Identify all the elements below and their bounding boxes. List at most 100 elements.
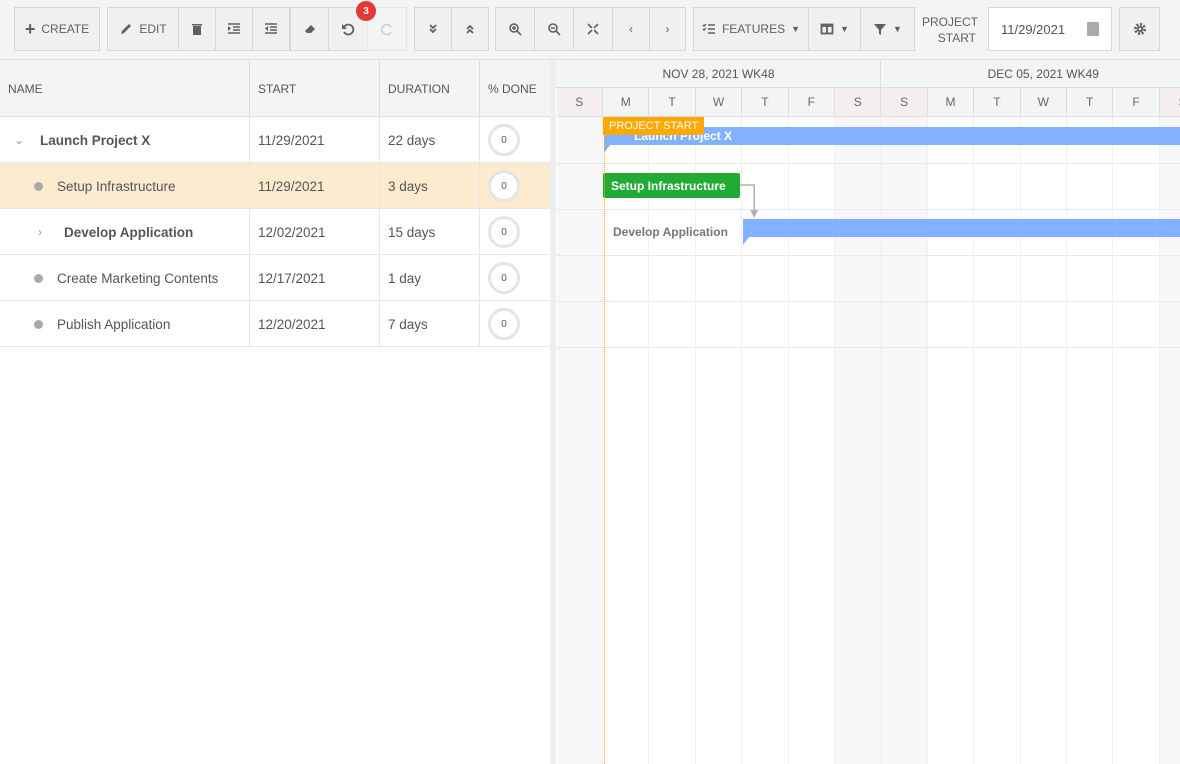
- day-header-cell: S: [556, 88, 603, 117]
- pencil-icon: [121, 24, 132, 34]
- row-divider: [556, 255, 1180, 256]
- filter-button[interactable]: ▼: [860, 7, 915, 51]
- percent-done-ring: 0: [488, 124, 520, 156]
- chevron-right-icon[interactable]: ›: [38, 225, 42, 239]
- percent-done-cell[interactable]: 0: [480, 209, 550, 255]
- delete-button[interactable]: [178, 7, 216, 51]
- task-row[interactable]: Create Marketing Contents 12/17/2021 1 day…: [0, 255, 550, 301]
- column-header-name[interactable]: NAME: [0, 60, 250, 117]
- project-start-date-input[interactable]: 11/29/2021: [988, 7, 1112, 51]
- toolbar: + CREATE EDIT 3 ‹ › FEATURES ▼ ▼ ▼ PROJECT…: [0, 0, 1180, 60]
- zoom-in-button[interactable]: [495, 7, 535, 51]
- zoom-in-icon: [509, 23, 522, 36]
- row-divider: [556, 347, 1180, 348]
- task-name: Setup Infrastructure: [57, 178, 176, 194]
- day-header-cell: W: [1020, 88, 1067, 117]
- name-cell[interactable]: Setup Infrastructure: [0, 163, 250, 209]
- duration-cell[interactable]: 7 days: [380, 301, 480, 347]
- tasks-list-icon: [702, 23, 715, 34]
- edit-button[interactable]: EDIT: [107, 7, 179, 51]
- day-column: [1021, 117, 1067, 764]
- name-cell[interactable]: Create Marketing Contents: [0, 255, 250, 301]
- column-header-percent-done[interactable]: % DONE: [488, 81, 537, 96]
- calendar-icon[interactable]: [1087, 22, 1099, 36]
- next-button[interactable]: ›: [649, 7, 686, 51]
- clear-button[interactable]: [290, 7, 329, 51]
- week-header-cell: DEC 05, 2021 WK49: [881, 60, 1180, 88]
- name-cell[interactable]: Publish Application: [0, 301, 250, 347]
- start-cell[interactable]: 12/20/2021: [250, 301, 380, 347]
- percent-done-cell[interactable]: 0: [480, 255, 550, 301]
- start-cell[interactable]: 11/29/2021: [250, 163, 380, 209]
- percent-done-cell[interactable]: 0: [480, 301, 550, 347]
- start-cell[interactable]: 11/29/2021: [250, 117, 380, 163]
- week-header-cell: NOV 28, 2021 WK48: [557, 60, 882, 88]
- task-bar-label: Develop Application: [613, 225, 728, 239]
- task-row[interactable]: Setup Infrastructure 11/29/2021 3 days 0: [0, 163, 550, 209]
- start-cell[interactable]: 12/02/2021: [250, 209, 380, 255]
- columns-icon: [820, 23, 834, 35]
- create-button[interactable]: + CREATE: [14, 7, 100, 51]
- day-column: [835, 117, 882, 764]
- undo-icon: [342, 23, 355, 36]
- collapse-all-button[interactable]: [451, 7, 489, 51]
- day-header-cell: M: [603, 88, 650, 117]
- zoom-out-icon: [548, 23, 561, 36]
- parent-task-bar[interactable]: [743, 219, 1180, 245]
- day-header-cell: F: [788, 88, 835, 117]
- duration-cell[interactable]: 3 days: [380, 163, 480, 209]
- column-header-duration[interactable]: DURATION: [380, 60, 480, 117]
- name-cell[interactable]: › Develop Application: [0, 209, 250, 255]
- row-divider: [556, 301, 1180, 302]
- leaf-task-icon: [34, 181, 43, 191]
- eraser-icon: [304, 25, 315, 33]
- indent-button[interactable]: [215, 7, 253, 51]
- caret-down-icon: ▼: [791, 24, 801, 34]
- day-column: [556, 117, 603, 764]
- project-start-label: PROJECT START: [922, 15, 979, 45]
- task-name: Launch Project X: [40, 132, 151, 148]
- day-header-cell: S: [881, 88, 928, 117]
- task-row[interactable]: Publish Application 12/20/2021 7 days 0: [0, 301, 550, 347]
- outdent-button[interactable]: [252, 7, 290, 51]
- chevron-down-icon[interactable]: ⌄: [14, 133, 25, 147]
- features-button[interactable]: FEATURES ▼: [693, 7, 809, 51]
- day-header-cell: T: [974, 88, 1021, 117]
- gear-icon: [1133, 23, 1146, 35]
- name-cell[interactable]: ⌄ Launch Project X: [0, 117, 250, 163]
- percent-done-ring: 0: [488, 216, 520, 248]
- columns-button[interactable]: ▼: [808, 7, 861, 51]
- task-row[interactable]: › Develop Application 12/02/2021 15 days 0: [0, 209, 550, 255]
- percent-done-cell[interactable]: 0: [480, 163, 550, 209]
- undo-count-badge: 3: [356, 1, 376, 21]
- expand-all-button[interactable]: [414, 7, 452, 51]
- task-bar[interactable]: Setup Infrastructure: [603, 173, 741, 198]
- duration-cell[interactable]: 15 days: [380, 209, 480, 255]
- previous-button[interactable]: ‹: [612, 7, 650, 51]
- filter-icon: [874, 24, 887, 35]
- parent-task-bar[interactable]: Launch Project X: [604, 127, 1180, 153]
- grid-splitter[interactable]: [550, 60, 556, 764]
- indent-icon: [228, 23, 240, 34]
- start-cell[interactable]: 12/17/2021: [250, 255, 380, 301]
- chevron-right-icon: ›: [665, 22, 670, 36]
- day-column: [649, 117, 696, 764]
- zoom-out-button[interactable]: [534, 7, 574, 51]
- grid-header: NAME START DURATION % DONE: [0, 60, 550, 117]
- project-start-marker: PROJECT START: [603, 117, 705, 135]
- day-column: [974, 117, 1021, 764]
- day-column: [928, 117, 975, 764]
- outdent-icon: [265, 23, 277, 34]
- task-row[interactable]: ⌄ Launch Project X 11/29/2021 22 days 0: [0, 117, 550, 163]
- day-column: [603, 117, 650, 764]
- zoom-to-fit-button[interactable]: [573, 7, 613, 51]
- row-divider: [556, 209, 1180, 210]
- duration-cell[interactable]: 1 day: [380, 255, 480, 301]
- percent-done-cell[interactable]: 0: [480, 117, 550, 163]
- day-column: [789, 117, 835, 764]
- column-header-start[interactable]: START: [250, 60, 380, 117]
- task-name: Publish Application: [57, 316, 171, 332]
- duration-cell[interactable]: 22 days: [380, 117, 480, 163]
- settings-button[interactable]: [1119, 7, 1160, 51]
- row-divider: [556, 163, 1180, 164]
